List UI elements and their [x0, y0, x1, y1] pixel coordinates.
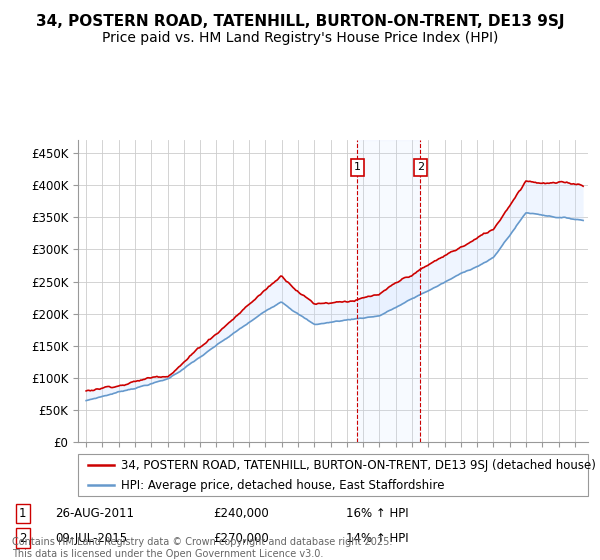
Text: Contains HM Land Registry data © Crown copyright and database right 2025.
This d: Contains HM Land Registry data © Crown c…: [12, 537, 392, 559]
Text: £270,000: £270,000: [214, 532, 269, 545]
Text: 34, POSTERN ROAD, TATENHILL, BURTON-ON-TRENT, DE13 9SJ: 34, POSTERN ROAD, TATENHILL, BURTON-ON-T…: [36, 14, 564, 29]
Text: £240,000: £240,000: [214, 507, 269, 520]
Text: Price paid vs. HM Land Registry's House Price Index (HPI): Price paid vs. HM Land Registry's House …: [102, 31, 498, 45]
FancyBboxPatch shape: [78, 454, 588, 496]
Text: 2: 2: [417, 162, 424, 172]
Text: 1: 1: [354, 162, 361, 172]
Text: 09-JUL-2015: 09-JUL-2015: [55, 532, 127, 545]
Bar: [358, 140, 421, 442]
Text: 2: 2: [19, 532, 26, 545]
Text: 1: 1: [19, 507, 26, 520]
Text: HPI: Average price, detached house, East Staffordshire: HPI: Average price, detached house, East…: [121, 479, 445, 492]
Text: 34, POSTERN ROAD, TATENHILL, BURTON-ON-TRENT, DE13 9SJ (detached house): 34, POSTERN ROAD, TATENHILL, BURTON-ON-T…: [121, 459, 596, 472]
Text: 14% ↑ HPI: 14% ↑ HPI: [346, 532, 409, 545]
Text: 26-AUG-2011: 26-AUG-2011: [55, 507, 134, 520]
Text: 16% ↑ HPI: 16% ↑ HPI: [346, 507, 409, 520]
